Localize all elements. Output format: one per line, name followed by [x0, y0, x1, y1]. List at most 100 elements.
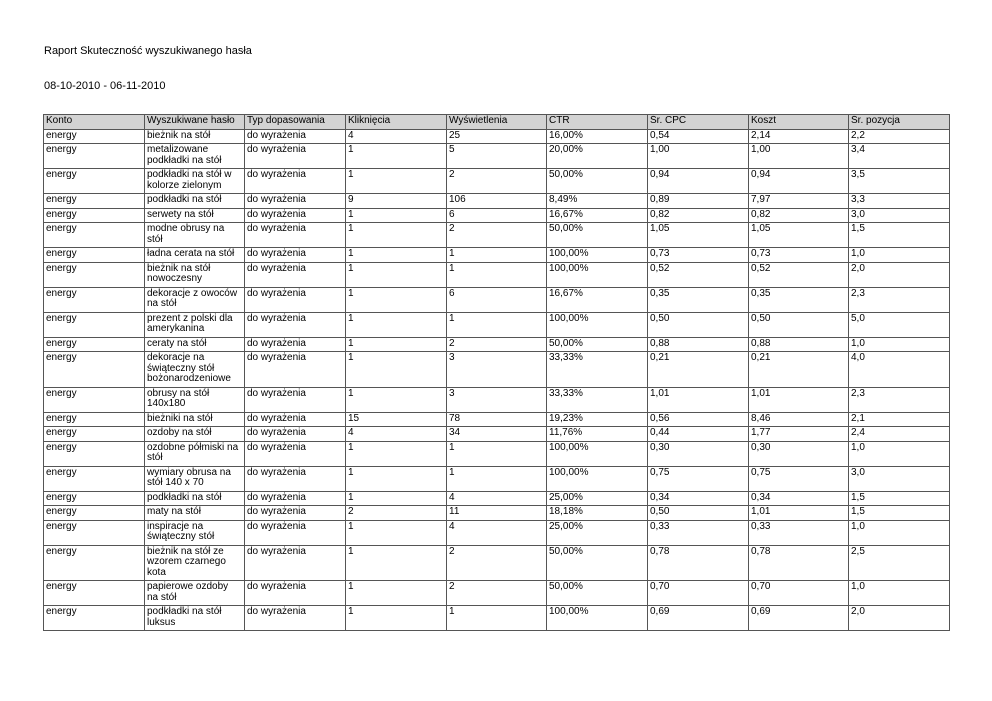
table-cell: 1 [345, 247, 447, 263]
table-cell: 0,33 [647, 519, 749, 546]
table-cell: 100,00% [546, 311, 648, 338]
table-cell: 1,01 [748, 386, 849, 413]
column-header: CTR [546, 114, 648, 130]
table-cell: 3 [446, 351, 547, 388]
table-cell: papierowe ozdoby na stół [144, 580, 245, 606]
column-header: Śr. pozycja [848, 114, 950, 130]
table-cell: serwety na stół [144, 207, 245, 223]
table-cell: 25,00% [546, 519, 648, 546]
date-range: 08-10-2010 - 06-11-2010 [44, 80, 166, 92]
table-cell: energy [43, 411, 145, 427]
table-cell: modne obrusy na stół [144, 222, 245, 248]
table-cell: podkładki na stół luksus [144, 605, 245, 631]
table-cell: 2 [345, 505, 447, 521]
table-cell: 19,23% [546, 411, 648, 427]
table-cell: 34 [446, 426, 547, 442]
table-cell: 2 [446, 222, 547, 248]
table-cell: do wyrażenia [244, 351, 346, 388]
table-row: energy papierowe ozdoby na stół do wyrażen… [43, 580, 950, 606]
table-cell: 100,00% [546, 261, 648, 288]
table-cell: 1,00 [748, 143, 849, 169]
table-cell: 50,00% [546, 580, 648, 606]
table-cell: 0,73 [748, 247, 849, 263]
table-cell: 50,00% [546, 336, 648, 352]
column-header: Konto [43, 114, 145, 130]
table-cell: inspiracje na świąteczny stół [144, 519, 245, 546]
table-cell: 0,94 [647, 168, 749, 194]
table-cell: 0,88 [647, 336, 749, 352]
table-cell: podkładki na stół [144, 490, 245, 506]
table-cell: do wyrażenia [244, 128, 346, 144]
table-cell: do wyrażenia [244, 286, 346, 313]
table-cell: ładna cerata na stół [144, 247, 245, 263]
table-row: energy bieżniki na stół do wyrażenia 15 78 19… [43, 411, 950, 427]
table-cell: bieżnik na stół ze wzorem czarnego kota [144, 544, 245, 581]
table-cell: 4 [345, 128, 447, 144]
table-cell: 1 [345, 207, 447, 223]
table-cell: 0,75 [647, 465, 749, 492]
table-row: energy ładna cerata na stół do wyrażenia 1 1… [43, 247, 950, 263]
table-cell: maty na stół [144, 505, 245, 521]
table-cell: do wyrażenia [244, 222, 346, 248]
table-cell: do wyrażenia [244, 519, 346, 546]
table-cell: 0,70 [647, 580, 749, 606]
table-cell: 0,21 [647, 351, 749, 388]
table-cell: 0,94 [748, 168, 849, 194]
table-cell: do wyrażenia [244, 168, 346, 194]
table-cell: 20,00% [546, 143, 648, 169]
table-cell: 2 [446, 580, 547, 606]
table-cell: 1 [345, 465, 447, 492]
table-cell: 0,30 [748, 440, 849, 467]
table-cell: 1 [345, 386, 447, 413]
table-cell: energy [43, 261, 145, 288]
table-cell: energy [43, 519, 145, 546]
column-header: Śr. CPC [647, 114, 749, 130]
table-cell: prezent z polski dla amerykanina [144, 311, 245, 338]
table-cell: 15 [345, 411, 447, 427]
table-cell: 3 [446, 386, 547, 413]
table-cell: energy [43, 490, 145, 506]
table-cell: 100,00% [546, 605, 648, 631]
table-cell: obrusy na stół 140x180 [144, 386, 245, 413]
table-cell: 16,00% [546, 128, 648, 144]
table-cell: energy [43, 351, 145, 388]
table-row: energy ceraty na stół do wyrażenia 1 2 50,00%… [43, 336, 950, 352]
table-cell: do wyrażenia [244, 311, 346, 338]
table-cell: 1,0 [848, 247, 950, 263]
table-cell: 3,0 [848, 207, 950, 223]
table-cell: do wyrażenia [244, 261, 346, 288]
table-cell: 1 [446, 605, 547, 631]
table-cell: 4 [345, 426, 447, 442]
table-cell: 1,05 [748, 222, 849, 248]
table-body: energy bieżnik na stół do wyrażenia 4 25 16,0… [43, 128, 950, 631]
table-cell: 1,01 [647, 386, 749, 413]
table-cell: 100,00% [546, 247, 648, 263]
table-cell: 3,0 [848, 465, 950, 492]
table-cell: 8,49% [546, 193, 648, 209]
table-row: energy ozdobne półmiski na stół do wyrażen… [43, 440, 950, 467]
table-row: energy metalizowane podkładki na stół do w… [43, 143, 950, 169]
table-cell: 2 [446, 336, 547, 352]
table-cell: 0,35 [748, 286, 849, 313]
table-row: energy bieżnik na stół ze wzorem czarnego… [43, 544, 950, 581]
table-cell: 1,01 [748, 505, 849, 521]
table-cell: metalizowane podkładki na stół [144, 143, 245, 169]
table-cell: 1 [345, 351, 447, 388]
table-cell: 0,82 [647, 207, 749, 223]
table-cell: 1 [345, 519, 447, 546]
table-row: energy prezent z polski dla amerykanina do… [43, 311, 950, 338]
table-cell: 33,33% [546, 351, 648, 388]
table-cell: do wyrażenia [244, 490, 346, 506]
table-cell: 106 [446, 193, 547, 209]
table-cell: 1 [345, 605, 447, 631]
table-cell: 1,0 [848, 519, 950, 546]
table-cell: do wyrażenia [244, 386, 346, 413]
table-cell: 0,82 [748, 207, 849, 223]
table-cell: 0,52 [748, 261, 849, 288]
table-cell: 0,50 [748, 311, 849, 338]
table-cell: do wyrażenia [244, 440, 346, 467]
table-row: energy podkładki na stół w kolorze zielon… [43, 168, 950, 194]
table-cell: do wyrażenia [244, 143, 346, 169]
table-cell: 9 [345, 193, 447, 209]
table-cell: energy [43, 207, 145, 223]
